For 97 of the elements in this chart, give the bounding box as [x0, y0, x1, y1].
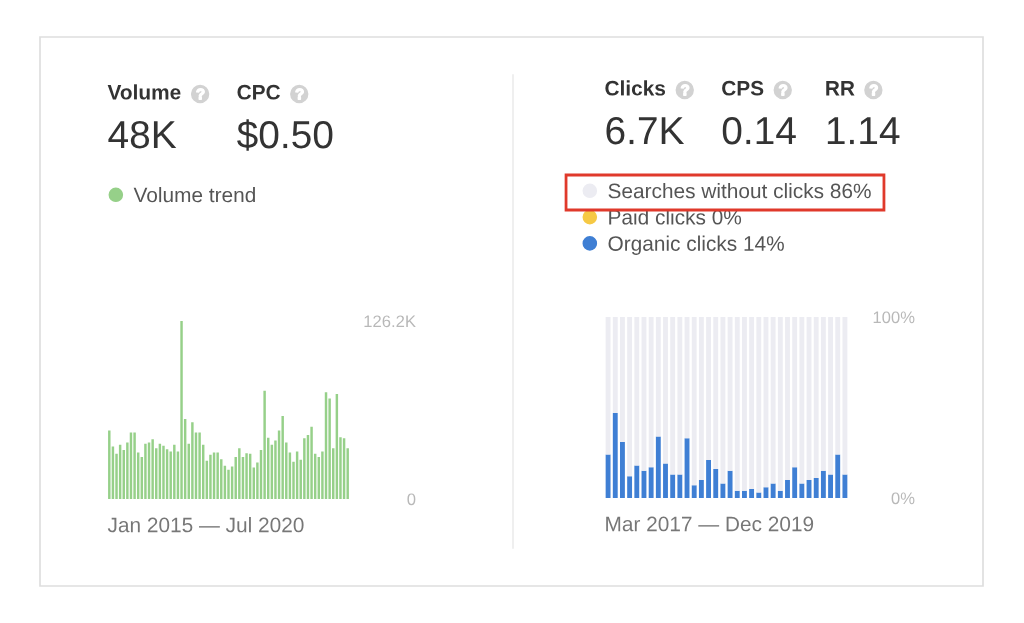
bar	[620, 441, 625, 498]
bar	[648, 467, 654, 498]
bar	[799, 317, 805, 484]
bar	[663, 317, 668, 464]
bar	[828, 474, 833, 498]
bar	[198, 432, 201, 499]
legend-label: Searches without clicks 86%	[608, 183, 871, 199]
text: 48K	[108, 120, 177, 149]
bar	[310, 426, 313, 499]
legend-label: Volume trend	[133, 187, 255, 203]
bar	[720, 317, 726, 484]
bar	[151, 439, 154, 499]
bar	[655, 317, 661, 437]
bar	[627, 317, 633, 477]
bar	[756, 317, 762, 493]
bar	[785, 317, 790, 480]
text: CPS	[722, 80, 764, 96]
y-tick-label: 100%	[873, 311, 915, 324]
bar	[216, 452, 219, 499]
bar	[627, 476, 633, 498]
bar	[713, 317, 719, 470]
bar	[698, 317, 704, 480]
bar	[620, 317, 625, 442]
y-tick-label: 0%	[891, 492, 915, 505]
bar	[734, 317, 740, 491]
x-axis-title: Jan 2015 — Jul 2020	[107, 517, 304, 533]
y-tick-label: 0	[407, 493, 416, 506]
bar	[706, 459, 711, 498]
bar	[634, 317, 640, 466]
bar	[108, 430, 111, 499]
legend-label: Organic clicks 14%	[608, 235, 784, 256]
bar	[756, 492, 762, 498]
bar	[835, 317, 841, 455]
bar	[677, 317, 683, 475]
bar	[742, 317, 747, 491]
bar	[727, 470, 733, 498]
bar	[842, 474, 848, 498]
bar	[813, 478, 819, 498]
bar	[770, 317, 776, 484]
bar	[605, 454, 611, 498]
bar	[691, 317, 697, 486]
bar	[720, 483, 726, 498]
bar	[749, 317, 755, 489]
bar	[742, 490, 747, 498]
bar	[777, 317, 783, 491]
bar	[209, 454, 212, 499]
bar	[828, 317, 833, 475]
bar	[670, 317, 676, 475]
bar	[777, 490, 783, 498]
bar	[799, 483, 805, 498]
bar	[634, 465, 640, 498]
bar	[842, 317, 848, 475]
bar	[698, 479, 704, 498]
bar	[655, 436, 661, 498]
bar	[785, 479, 790, 498]
bar	[648, 317, 654, 468]
bar	[792, 467, 798, 498]
bar	[706, 317, 711, 460]
bar	[727, 317, 733, 471]
bar	[612, 412, 618, 498]
bar	[281, 415, 284, 499]
bar	[180, 321, 183, 499]
x-axis-title: Mar 2017 — Dec 2019	[606, 516, 814, 532]
text: Clicks	[605, 80, 666, 96]
bar	[677, 474, 683, 498]
bar	[263, 390, 266, 499]
text: RR	[826, 81, 855, 96]
text: 1.14	[827, 117, 900, 145]
bar	[820, 317, 826, 471]
bar	[173, 444, 176, 499]
bar	[133, 432, 136, 499]
bar	[162, 445, 165, 499]
y-tick-label: 126.2K	[364, 315, 416, 328]
bar	[749, 488, 755, 498]
bar	[770, 483, 776, 498]
bar	[191, 422, 194, 499]
bar	[605, 317, 611, 455]
bar	[835, 454, 841, 498]
text: CPC	[237, 84, 281, 100]
bar	[612, 317, 618, 413]
bar	[813, 317, 819, 479]
bar	[238, 448, 241, 499]
bar	[227, 469, 230, 499]
bar	[734, 490, 740, 498]
bar	[663, 463, 668, 498]
bar	[792, 317, 798, 468]
text: 0.14	[722, 116, 796, 145]
text: $0.50	[237, 119, 333, 151]
text: 6.7K	[606, 116, 685, 145]
bar	[713, 469, 719, 498]
bar	[303, 438, 306, 499]
bar	[670, 474, 676, 498]
bar	[245, 453, 248, 499]
bar	[820, 470, 826, 498]
text: Volume	[107, 84, 181, 100]
bar	[144, 443, 147, 499]
bar	[691, 485, 697, 498]
